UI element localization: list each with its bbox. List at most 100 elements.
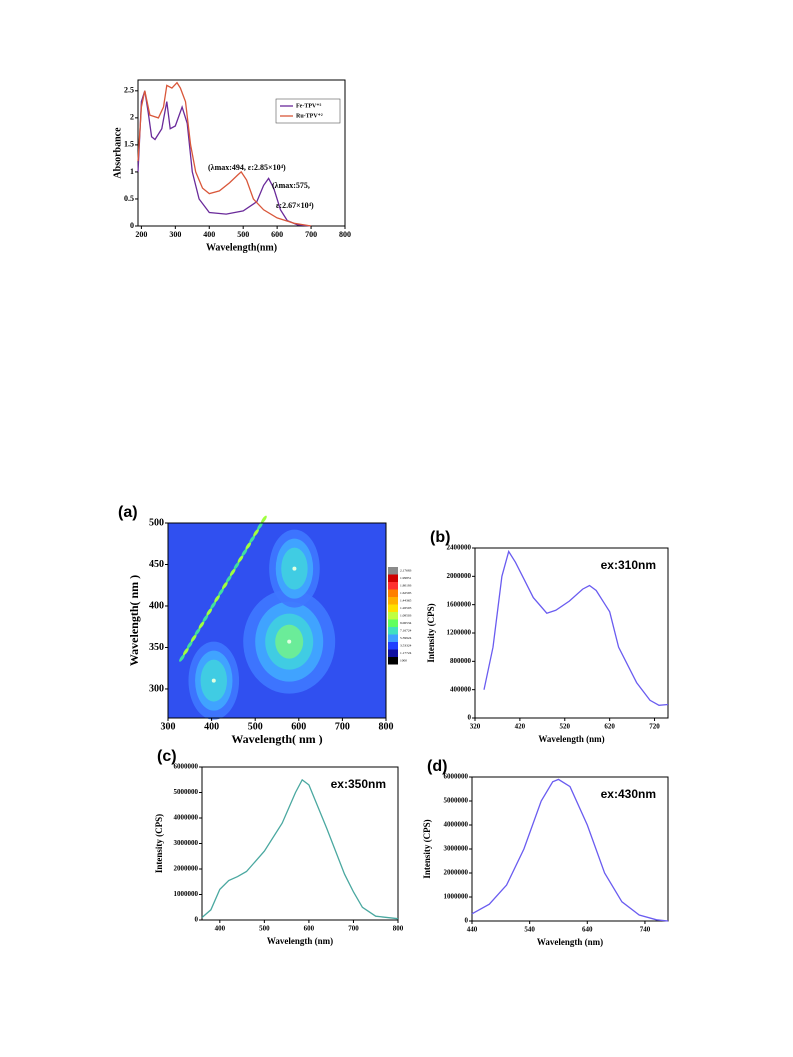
scatter-streak (183, 647, 189, 656)
line-series (137, 81, 312, 227)
y-tick-label: 5000000 (444, 797, 469, 805)
x-axis-label: Wavelength( nm ) (231, 732, 322, 746)
colorbar-swatch (388, 589, 398, 597)
scatter-streak (249, 535, 256, 543)
scatter-streak (206, 608, 213, 616)
annotation: (λmax:494, ε:2.85×10⁴) (208, 163, 286, 172)
colorbar-label: 1.08503 (400, 614, 412, 618)
scatter-streak (210, 601, 217, 609)
colorbar-label: 1.62595 (400, 591, 412, 595)
x-tick-label: 200 (135, 230, 147, 239)
legend-label: Fe-TPV⁺² (296, 102, 321, 109)
colorbar-swatch (388, 612, 398, 620)
scatter-streak (202, 614, 209, 623)
scatter-streak (261, 515, 267, 524)
y-tick-label: 300 (149, 683, 164, 694)
colorbar-label: 1.26503 (400, 606, 412, 610)
x-tick-label: 600 (291, 721, 306, 732)
scatter-streak (253, 528, 259, 537)
x-tick-label: 400 (203, 230, 215, 239)
x-tick-label: 800 (339, 230, 351, 239)
line-series (201, 778, 399, 920)
y-tick-label: 3000000 (174, 839, 199, 847)
plot-frame (167, 522, 387, 719)
line-series (471, 778, 669, 922)
colorbar-swatch (388, 567, 398, 575)
y-tick-label: 450 (149, 559, 164, 570)
panel-label: (b) (430, 529, 450, 546)
colorbar-swatch (388, 627, 398, 635)
colorbar-label: 7.16724 (400, 629, 412, 633)
x-tick-label: 700 (348, 925, 359, 933)
scatter-streak (179, 654, 185, 662)
colorbar-swatch (388, 657, 398, 665)
x-tick-label: 400 (215, 925, 226, 933)
contour-peak (292, 566, 297, 571)
x-axis-label: Wavelength(nm) (206, 242, 277, 253)
y-tick-label: 0.5 (124, 194, 134, 203)
colorbar-swatch (388, 634, 398, 642)
scatter-streak (237, 555, 244, 563)
colorbar-label: 2.17683 (400, 569, 412, 573)
y-tick-label: 1.5 (124, 140, 134, 149)
x-tick-label: 500 (259, 925, 270, 933)
y-tick-label: 4000000 (444, 821, 469, 829)
y-tick-label: 6000000 (444, 773, 469, 781)
y-tick-label: 800000 (450, 657, 472, 665)
y-axis-label: Wavelength( nm ) (127, 575, 141, 666)
legend-box (275, 98, 341, 124)
x-tick-label: 400 (204, 721, 219, 732)
colorbar-label: 1.80193 (400, 584, 412, 588)
y-axis-label: Intensity (CPS) (422, 819, 432, 878)
y-tick-label: 6000000 (174, 763, 199, 771)
y-tick-label: 2000000 (174, 865, 199, 873)
y-tick-label: 0 (468, 714, 472, 722)
y-axis-label: Intensity (CPS) (154, 814, 164, 873)
y-tick-label: 2 (130, 113, 134, 122)
x-tick-label: 720 (649, 723, 660, 731)
y-tick-label: 1 (130, 167, 134, 176)
y-tick-label: 1600000 (447, 600, 472, 608)
colorbar-label: 1.44365 (400, 599, 412, 603)
legend-label: Ru-TPV⁺² (296, 112, 323, 119)
panel-label: (a) (118, 504, 138, 521)
scatter-streak (225, 575, 232, 583)
colorbar-label: 3.53324 (400, 644, 412, 648)
scatter-streak (241, 548, 248, 557)
panel-label: (c) (157, 748, 177, 765)
x-tick-label: 320 (470, 723, 481, 731)
x-axis-label: Wavelength (nm) (538, 734, 604, 744)
scatter-streak (245, 542, 252, 550)
scatter-streak (190, 634, 197, 642)
y-tick-label: 2400000 (447, 544, 472, 552)
scatter-streak (229, 568, 236, 576)
y-tick-label: 0 (465, 917, 469, 925)
scatter-streak (218, 588, 224, 596)
colorbar-swatch (388, 642, 398, 650)
y-tick-label: 500 (149, 517, 164, 528)
y-tick-label: 4000000 (174, 814, 199, 822)
y-axis-label: Absorbance (112, 127, 123, 179)
scatter-streak (257, 522, 263, 530)
x-tick-label: 800 (393, 925, 404, 933)
line-series (483, 549, 669, 706)
annotation: ε:2.67×10⁴) (276, 201, 314, 210)
x-tick-label: 300 (169, 230, 181, 239)
x-tick-label: 700 (305, 230, 317, 239)
x-tick-label: 620 (604, 723, 615, 731)
annotation: (λmax:575, (272, 181, 310, 190)
x-tick-label: 300 (161, 721, 176, 732)
x-axis-label: Wavelength (nm) (537, 937, 603, 947)
y-tick-label: 2000000 (447, 572, 472, 580)
x-tick-label: 420 (515, 723, 526, 731)
annotation: ex:310nm (601, 558, 656, 572)
colorbar-swatch (388, 649, 398, 657)
y-tick-label: 350 (149, 642, 164, 653)
x-tick-label: 440 (467, 926, 478, 934)
x-tick-label: 540 (524, 926, 535, 934)
y-tick-label: 0 (130, 221, 134, 230)
y-tick-label: 400000 (450, 685, 472, 693)
scatter-streak (214, 594, 220, 603)
x-tick-label: 700 (335, 721, 350, 732)
y-tick-label: 2.5 (124, 86, 134, 95)
